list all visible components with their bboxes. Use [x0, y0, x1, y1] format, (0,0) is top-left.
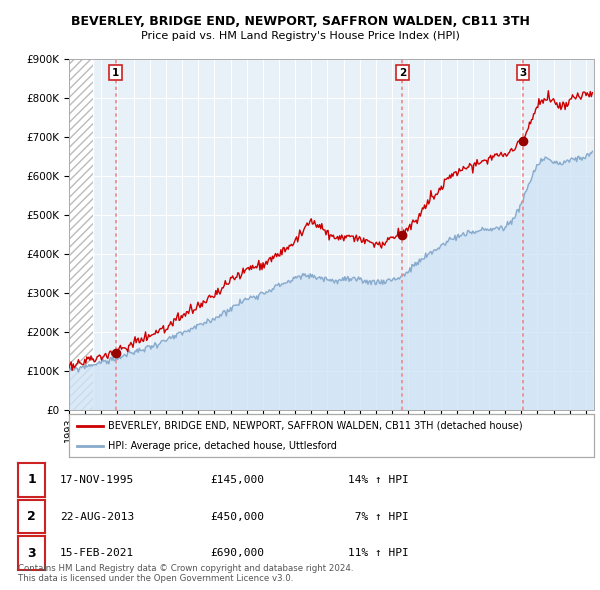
- Text: 11% ↑ HPI: 11% ↑ HPI: [348, 548, 409, 558]
- Text: £450,000: £450,000: [210, 512, 264, 522]
- Text: BEVERLEY, BRIDGE END, NEWPORT, SAFFRON WALDEN, CB11 3TH (detached house): BEVERLEY, BRIDGE END, NEWPORT, SAFFRON W…: [109, 421, 523, 431]
- Text: 3: 3: [520, 68, 527, 78]
- Text: Price paid vs. HM Land Registry's House Price Index (HPI): Price paid vs. HM Land Registry's House …: [140, 31, 460, 41]
- Text: 2: 2: [27, 510, 36, 523]
- Text: 2: 2: [399, 68, 406, 78]
- Text: £145,000: £145,000: [210, 475, 264, 485]
- Text: 14% ↑ HPI: 14% ↑ HPI: [348, 475, 409, 485]
- Text: 22-AUG-2013: 22-AUG-2013: [60, 512, 134, 522]
- Text: 3: 3: [27, 546, 36, 560]
- Text: HPI: Average price, detached house, Uttlesford: HPI: Average price, detached house, Uttl…: [109, 441, 337, 451]
- Text: 15-FEB-2021: 15-FEB-2021: [60, 548, 134, 558]
- Text: BEVERLEY, BRIDGE END, NEWPORT, SAFFRON WALDEN, CB11 3TH: BEVERLEY, BRIDGE END, NEWPORT, SAFFRON W…: [71, 15, 529, 28]
- Text: 1: 1: [27, 473, 36, 487]
- Text: 7% ↑ HPI: 7% ↑ HPI: [348, 512, 409, 522]
- Text: Contains HM Land Registry data © Crown copyright and database right 2024.
This d: Contains HM Land Registry data © Crown c…: [18, 563, 353, 583]
- Text: £690,000: £690,000: [210, 548, 264, 558]
- Text: 17-NOV-1995: 17-NOV-1995: [60, 475, 134, 485]
- Polygon shape: [69, 59, 93, 410]
- Text: 1: 1: [112, 68, 119, 78]
